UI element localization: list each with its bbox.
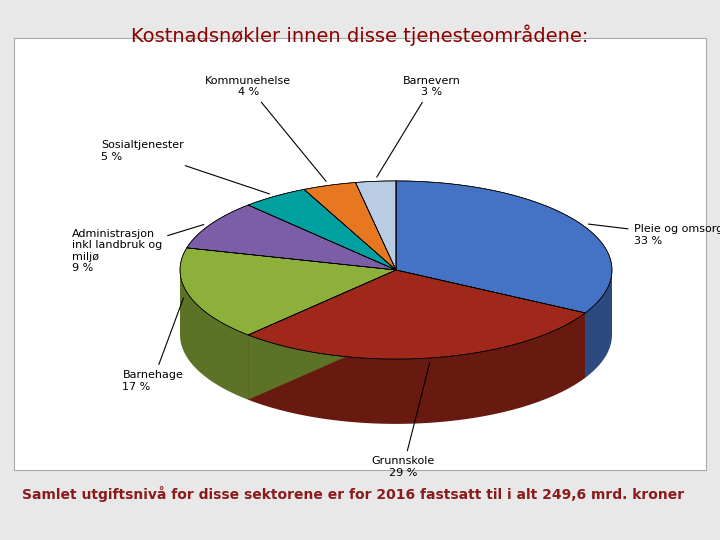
Text: Samlet utgiftsnivå for disse sektorene er for 2016 fastsatt til i alt 249,6 mrd.: Samlet utgiftsnivå for disse sektorene e… bbox=[22, 486, 684, 502]
Text: Barnehage
17 %: Barnehage 17 % bbox=[122, 298, 184, 392]
Text: Grunnskole
29 %: Grunnskole 29 % bbox=[372, 362, 435, 478]
Polygon shape bbox=[304, 183, 396, 270]
Text: Sosialtjenester
5 %: Sosialtjenester 5 % bbox=[101, 140, 269, 194]
Polygon shape bbox=[356, 181, 396, 270]
Text: Kommunehelse
4 %: Kommunehelse 4 % bbox=[205, 76, 326, 181]
Text: Administrasjon
inkl landbruk og
miljø
9 %: Administrasjon inkl landbruk og miljø 9 … bbox=[72, 225, 204, 273]
Polygon shape bbox=[248, 270, 396, 400]
Polygon shape bbox=[396, 270, 585, 377]
Polygon shape bbox=[585, 271, 612, 377]
Polygon shape bbox=[248, 313, 585, 424]
Text: Barnevern
3 %: Barnevern 3 % bbox=[377, 76, 461, 177]
Polygon shape bbox=[180, 248, 396, 335]
Polygon shape bbox=[248, 190, 396, 270]
Polygon shape bbox=[180, 270, 248, 400]
Polygon shape bbox=[248, 270, 396, 400]
Polygon shape bbox=[396, 181, 612, 313]
Polygon shape bbox=[248, 270, 585, 359]
Text: Pleie og omsorg
33 %: Pleie og omsorg 33 % bbox=[588, 224, 720, 246]
Polygon shape bbox=[186, 205, 396, 270]
Polygon shape bbox=[396, 270, 585, 377]
Text: Kostnadsnøkler innen disse tjenesteområdene:: Kostnadsnøkler innen disse tjenesteområd… bbox=[131, 24, 589, 46]
